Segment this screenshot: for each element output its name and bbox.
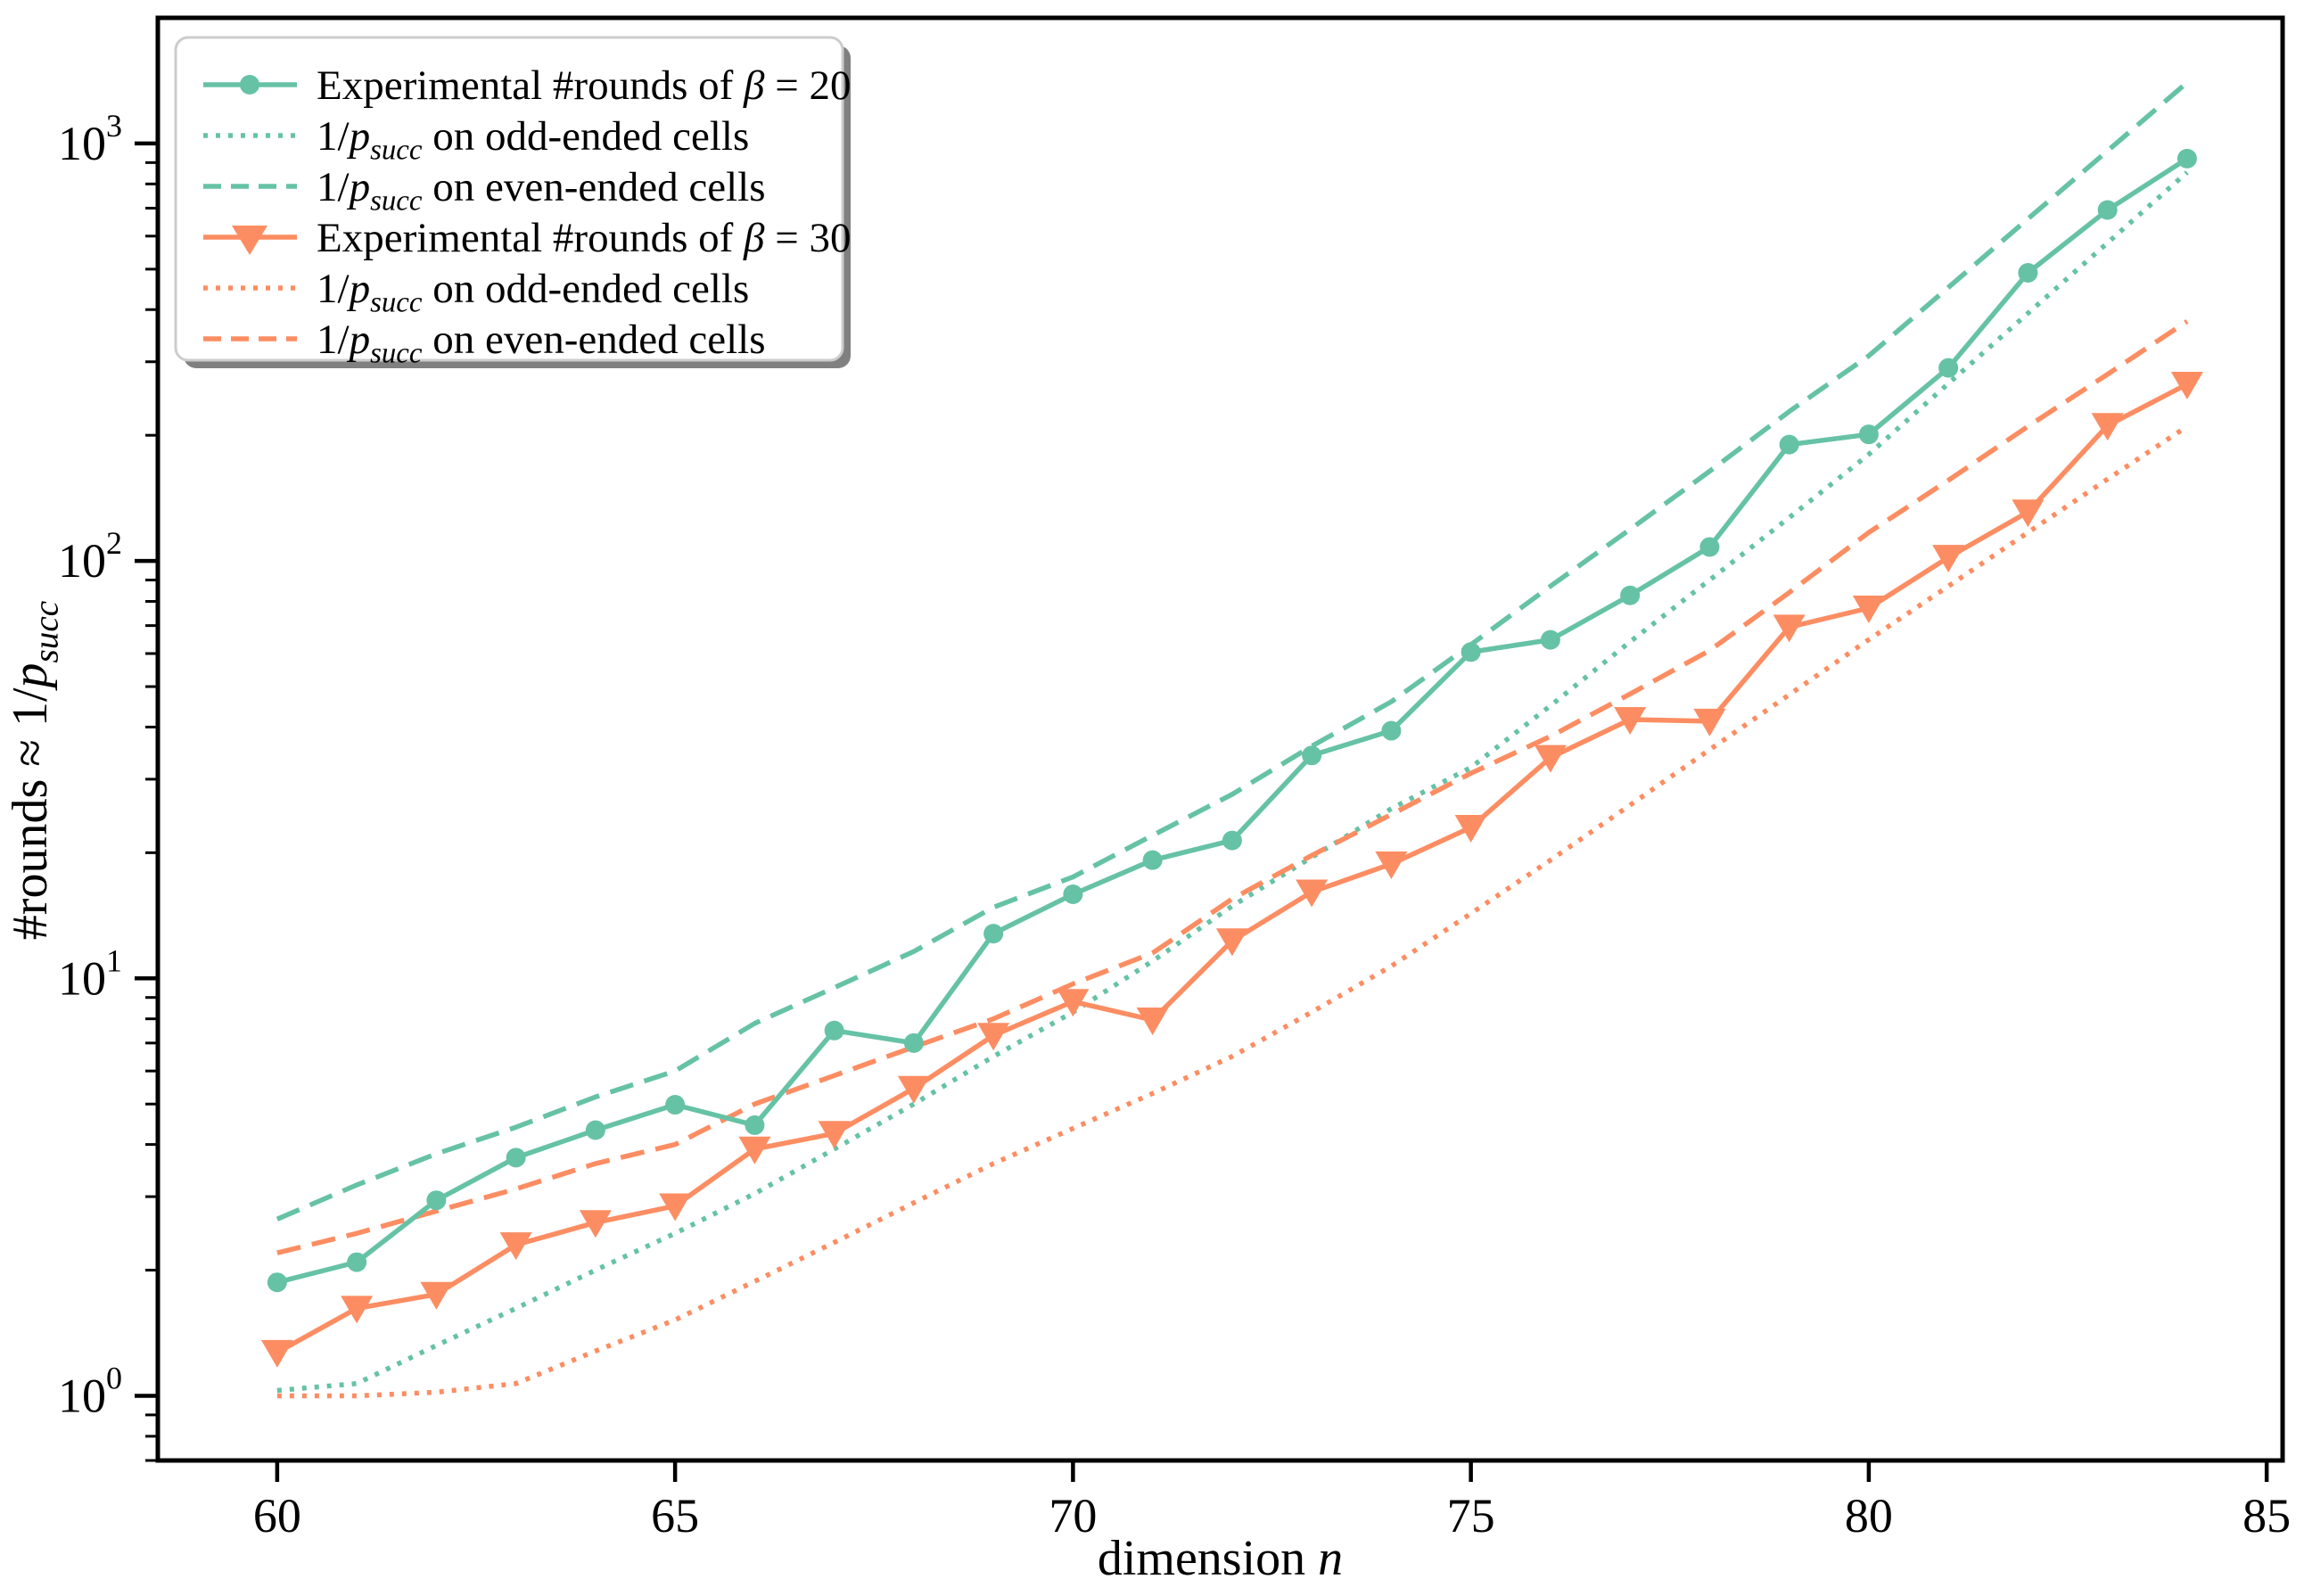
legend-entry-label: 1/psucc on even-ended cells <box>317 164 766 217</box>
data-point-circle <box>1142 850 1163 870</box>
series-exp-rounds-beta30-line <box>276 382 2189 1355</box>
data-point-circle <box>1540 629 1560 650</box>
data-point-circle <box>903 1032 924 1053</box>
data-point-triangle-down <box>1534 745 1567 773</box>
x-axis-tick-label: 85 <box>2242 1489 2291 1543</box>
x-axis-tick-label: 65 <box>651 1489 699 1543</box>
data-point-triangle-down <box>1136 1007 1169 1035</box>
data-point-triangle-down <box>659 1193 692 1222</box>
data-point-triangle-down <box>1215 928 1248 957</box>
series-inv-psucc-odd-beta30-line <box>276 424 2189 1399</box>
x-axis-label: dimension n <box>1098 1531 1343 1586</box>
data-point-triangle-down <box>1693 708 1726 736</box>
data-point-circle <box>267 1272 287 1293</box>
y-axis-tick-label: 101 <box>58 942 122 1005</box>
legend-entry-label: Experimental #rounds of β = 20 <box>317 62 851 109</box>
data-point-circle <box>1461 642 1481 662</box>
data-point-triangle-down <box>1454 814 1487 843</box>
data-point-circle <box>2097 200 2118 220</box>
data-point-triangle-down <box>499 1232 532 1261</box>
y-axis-tick-label: 100 <box>58 1360 122 1422</box>
legend-entry-label: Experimental #rounds of β = 30 <box>317 215 851 261</box>
data-point-triangle-down <box>1773 614 1806 643</box>
data-point-circle <box>1620 585 1641 605</box>
data-point-triangle-down <box>1375 851 1408 879</box>
series-inv-psucc-even-beta30-line <box>276 319 2189 1255</box>
data-point-triangle-down <box>818 1121 851 1149</box>
y-axis-tick-label: 102 <box>58 525 122 588</box>
data-point-circle <box>506 1148 526 1168</box>
data-point-triangle-down <box>1932 545 1965 573</box>
legend-entry-inv-psucc-odd-beta30: 1/psucc on odd-ended cells <box>203 266 749 318</box>
data-point-circle <box>1222 830 1242 851</box>
data-point-triangle-down <box>2170 371 2203 399</box>
data-point-triangle-down <box>2091 413 2124 441</box>
legend-entry-label: 1/psucc on even-ended cells <box>317 317 766 369</box>
series-exp-rounds-beta20-markers <box>267 148 2197 1293</box>
legend-box <box>174 36 844 362</box>
legend-marker-circle <box>240 75 259 95</box>
data-point-circle <box>585 1120 605 1140</box>
data-point-triangle-down <box>1852 595 1885 623</box>
data-point-circle <box>983 924 1004 944</box>
data-point-circle <box>1699 537 1720 557</box>
x-axis-tick-label: 60 <box>253 1489 301 1543</box>
data-point-circle <box>1779 434 1799 455</box>
series-exp-rounds-beta20 <box>267 148 2197 1293</box>
x-axis-tick-label: 75 <box>1447 1489 1495 1543</box>
data-point-triangle-down <box>1614 706 1647 735</box>
series-inv-psucc-even-beta30 <box>276 319 2189 1255</box>
legend-entry-inv-psucc-even-beta20: 1/psucc on even-ended cells <box>203 164 766 217</box>
series-exp-rounds-beta30-markers <box>260 371 2203 1368</box>
data-point-triangle-down <box>260 1339 293 1368</box>
legend-entry-inv-psucc-odd-beta20: 1/psucc on odd-ended cells <box>203 113 749 166</box>
data-point-circle <box>824 1020 844 1041</box>
legend-entry-exp-rounds-beta30: Experimental #rounds of β = 30 <box>203 215 851 261</box>
x-axis-tick-label: 70 <box>1049 1489 1097 1543</box>
data-point-triangle-down <box>977 1023 1010 1051</box>
data-point-circle <box>2176 148 2197 169</box>
legend-entry-exp-rounds-beta20: Experimental #rounds of β = 20 <box>203 62 851 109</box>
data-point-triangle-down <box>738 1136 771 1164</box>
x-axis: 60 65 70 75 80 85 <box>253 1460 2291 1543</box>
y-axis-tick-label: 103 <box>58 108 122 170</box>
data-point-circle <box>347 1252 367 1272</box>
series-inv-psucc-odd-beta30 <box>276 424 2189 1399</box>
data-point-circle <box>1938 358 1959 378</box>
data-point-circle <box>2018 262 2038 283</box>
legend-entry-label: 1/psucc on odd-ended cells <box>317 113 749 166</box>
data-point-triangle-down <box>420 1281 453 1310</box>
series-inv-psucc-even-beta20 <box>276 80 2189 1222</box>
data-point-circle <box>745 1115 765 1135</box>
data-point-triangle-down <box>2012 499 2045 528</box>
data-point-circle <box>1858 424 1879 445</box>
legend: Experimental #rounds of β = 201/psucc on… <box>174 36 851 369</box>
y-axis-label: #rounds ≈ 1/psucc <box>3 601 65 940</box>
data-point-triangle-down <box>897 1075 930 1104</box>
legend-entry-inv-psucc-even-beta30: 1/psucc on even-ended cells <box>203 317 766 369</box>
data-point-circle <box>426 1190 447 1211</box>
data-point-circle <box>1063 884 1083 905</box>
series-exp-rounds-beta30 <box>260 371 2203 1368</box>
series-inv-psucc-even-beta20-line <box>276 80 2189 1222</box>
data-point-circle <box>1381 720 1402 741</box>
data-point-triangle-down <box>579 1210 612 1238</box>
data-point-circle <box>1302 745 1322 766</box>
data-point-triangle-down <box>341 1296 374 1324</box>
legend-marker-triangle-down <box>232 226 267 255</box>
data-point-circle <box>665 1095 686 1115</box>
y-axis: 100 101 102 103 <box>58 108 158 1462</box>
plot-frame <box>155 15 2285 1463</box>
x-axis-tick-label: 80 <box>1845 1489 1893 1543</box>
data-point-triangle-down <box>1057 989 1090 1017</box>
data-point-triangle-down <box>1296 879 1329 908</box>
series-inv-psucc-odd-beta20 <box>276 170 2189 1394</box>
legend-entry-label: 1/psucc on odd-ended cells <box>317 266 749 318</box>
series-inv-psucc-odd-beta20-line <box>276 170 2189 1394</box>
